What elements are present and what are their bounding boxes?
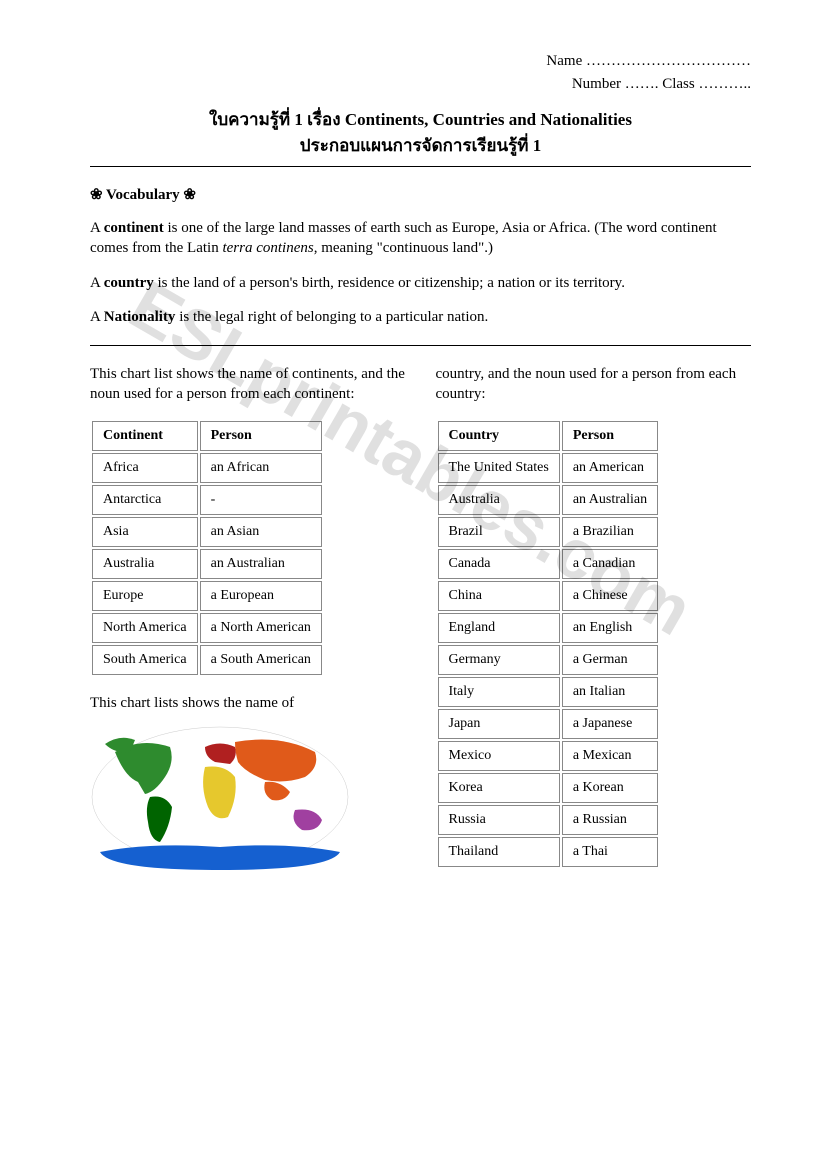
table-row: Mexicoa Mexican bbox=[438, 741, 659, 771]
table-cell: Asia bbox=[92, 517, 198, 547]
table-cell: Australia bbox=[438, 485, 560, 515]
table-cell: a Mexican bbox=[562, 741, 658, 771]
table-cell: an English bbox=[562, 613, 658, 643]
table-header: Continent bbox=[92, 421, 198, 451]
table-cell: an Australian bbox=[200, 549, 322, 579]
p2-prefix: A bbox=[90, 275, 104, 291]
title-block: ใบความรู้ที่ 1 เรื่อง Continents, Countr… bbox=[90, 107, 751, 158]
country-table: CountryPerson The United Statesan Americ… bbox=[436, 419, 661, 869]
table-row: Thailanda Thai bbox=[438, 837, 659, 867]
table-cell: Europe bbox=[92, 581, 198, 611]
left-below-text: This chart lists shows the name of bbox=[90, 695, 406, 712]
table-cell: Brazil bbox=[438, 517, 560, 547]
table-cell: Korea bbox=[438, 773, 560, 803]
table-cell: Italy bbox=[438, 677, 560, 707]
table-cell: Thailand bbox=[438, 837, 560, 867]
table-row: Asiaan Asian bbox=[92, 517, 322, 547]
number-class-line: Number ……. Class ……….. bbox=[90, 73, 751, 96]
table-header: Person bbox=[562, 421, 658, 451]
divider-1 bbox=[90, 166, 751, 167]
table-cell: a Thai bbox=[562, 837, 658, 867]
table-row: Chinaa Chinese bbox=[438, 581, 659, 611]
table-cell: an Asian bbox=[200, 517, 322, 547]
p1-ital: terra continens bbox=[222, 240, 313, 256]
map-greenland bbox=[105, 737, 135, 752]
table-cell: a Canadian bbox=[562, 549, 658, 579]
table-row: Koreaa Korean bbox=[438, 773, 659, 803]
table-row: Englandan English bbox=[438, 613, 659, 643]
map-antarctica bbox=[100, 845, 340, 870]
divider-2 bbox=[90, 345, 751, 346]
table-cell: a North American bbox=[200, 613, 322, 643]
table-cell: a Japanese bbox=[562, 709, 658, 739]
left-column: This chart list shows the name of contin… bbox=[90, 364, 406, 877]
vocab-para-2: A country is the land of a person's birt… bbox=[90, 273, 751, 293]
table-header: Country bbox=[438, 421, 560, 451]
p1-suffix: , meaning "continuous land".) bbox=[314, 240, 493, 256]
table-row: Italyan Italian bbox=[438, 677, 659, 707]
table-row: Russiaa Russian bbox=[438, 805, 659, 835]
table-row: The United Statesan American bbox=[438, 453, 659, 483]
table-cell: an African bbox=[200, 453, 322, 483]
table-cell: a Chinese bbox=[562, 581, 658, 611]
left-intro: This chart list shows the name of contin… bbox=[90, 364, 406, 405]
world-map-image bbox=[90, 722, 350, 872]
table-cell: North America bbox=[92, 613, 198, 643]
table-cell: an American bbox=[562, 453, 658, 483]
table-cell: Germany bbox=[438, 645, 560, 675]
table-cell: Japan bbox=[438, 709, 560, 739]
table-cell: The United States bbox=[438, 453, 560, 483]
p1-term: continent bbox=[104, 220, 164, 236]
table-cell: Australia bbox=[92, 549, 198, 579]
table-row: Australiaan Australian bbox=[438, 485, 659, 515]
table-row: Japana Japanese bbox=[438, 709, 659, 739]
table-row: Brazila Brazilian bbox=[438, 517, 659, 547]
p3-text: is the legal right of belonging to a par… bbox=[175, 309, 488, 325]
table-cell: - bbox=[200, 485, 322, 515]
table-cell: an Australian bbox=[562, 485, 658, 515]
table-cell: Antarctica bbox=[92, 485, 198, 515]
table-cell: England bbox=[438, 613, 560, 643]
table-row: Antarctica- bbox=[92, 485, 322, 515]
p3-prefix: A bbox=[90, 309, 104, 325]
table-row: South Americaa South American bbox=[92, 645, 322, 675]
table-cell: Africa bbox=[92, 453, 198, 483]
table-cell: a German bbox=[562, 645, 658, 675]
table-cell: Canada bbox=[438, 549, 560, 579]
table-cell: South America bbox=[92, 645, 198, 675]
table-cell: a Korean bbox=[562, 773, 658, 803]
vocab-para-3: A Nationality is the legal right of belo… bbox=[90, 307, 751, 327]
vocab-para-1: A continent is one of the large land mas… bbox=[90, 218, 751, 259]
title-thai-1: ใบความรู้ที่ 1 เรื่อง bbox=[209, 110, 345, 129]
table-row: North Americaa North American bbox=[92, 613, 322, 643]
table-row: Africaan African bbox=[92, 453, 322, 483]
name-line: Name …………………………… bbox=[90, 50, 751, 73]
table-row: Australiaan Australian bbox=[92, 549, 322, 579]
table-cell: an Italian bbox=[562, 677, 658, 707]
table-cell: a Brazilian bbox=[562, 517, 658, 547]
table-cell: a Russian bbox=[562, 805, 658, 835]
two-column-layout: This chart list shows the name of contin… bbox=[90, 364, 751, 877]
right-column: country, and the noun used for a person … bbox=[436, 364, 752, 869]
table-row: Europea European bbox=[92, 581, 322, 611]
continent-table: ContinentPerson Africaan AfricanAntarcti… bbox=[90, 419, 324, 677]
table-cell: Mexico bbox=[438, 741, 560, 771]
right-intro: country, and the noun used for a person … bbox=[436, 364, 752, 405]
title-en-1: Continents, Countries and Nationalities bbox=[345, 110, 632, 129]
table-cell: a South American bbox=[200, 645, 322, 675]
table-cell: Russia bbox=[438, 805, 560, 835]
vocab-heading: ❀ Vocabulary ❀ bbox=[90, 185, 751, 204]
table-row: Canadaa Canadian bbox=[438, 549, 659, 579]
p1-prefix: A bbox=[90, 220, 104, 236]
table-header: Person bbox=[200, 421, 322, 451]
table-cell: China bbox=[438, 581, 560, 611]
header-fields: Name …………………………… Number ……. Class ……….. bbox=[90, 50, 751, 95]
p2-text: is the land of a person's birth, residen… bbox=[154, 275, 625, 291]
table-row: Germanya German bbox=[438, 645, 659, 675]
table-cell: a European bbox=[200, 581, 322, 611]
p3-term: Nationality bbox=[104, 309, 176, 325]
p2-term: country bbox=[104, 275, 154, 291]
title-line-2: ประกอบแผนการจัดการเรียนรู้ที่ 1 bbox=[90, 133, 751, 159]
